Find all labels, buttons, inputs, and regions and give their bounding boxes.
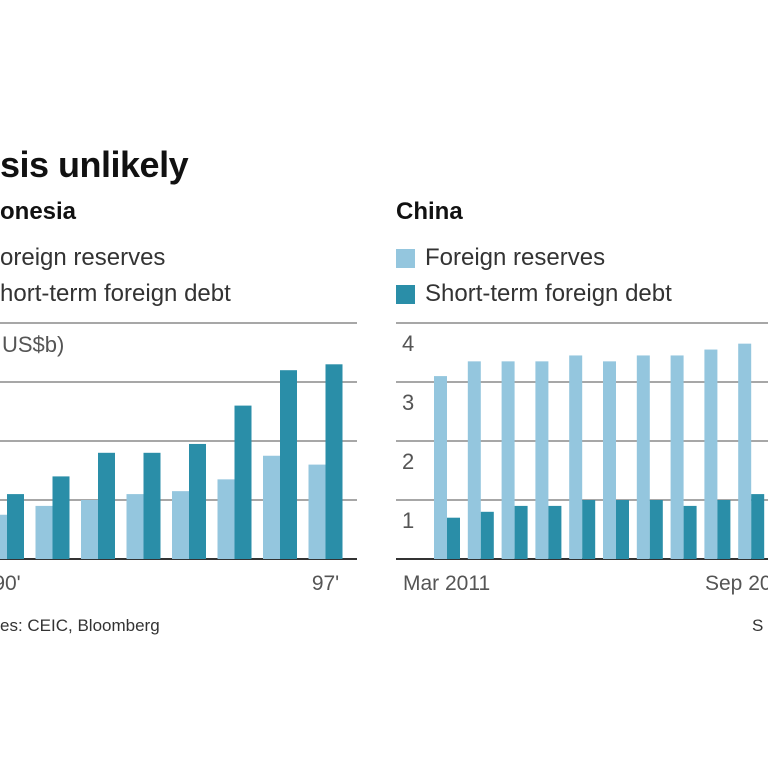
china-x-tick-label: Mar 2011 bbox=[403, 572, 490, 595]
indonesia-bar-debt bbox=[280, 370, 297, 559]
china-legend-debt-swatch bbox=[396, 284, 415, 304]
indonesia-bar-reserves bbox=[35, 505, 53, 559]
china-bar-reserves bbox=[535, 361, 549, 559]
indonesia-bar-debt bbox=[98, 452, 115, 559]
china-bar-debt bbox=[548, 505, 562, 559]
china-bar-reserves bbox=[434, 376, 447, 559]
china-bar-reserves bbox=[603, 361, 616, 559]
china-bar-debt bbox=[582, 500, 596, 559]
china-bar-reserves bbox=[738, 343, 752, 559]
china-bar-debt bbox=[717, 500, 731, 559]
indonesia-legend-reserves-label: oreign reserves bbox=[0, 244, 166, 271]
china-x-tick-label: Sep 20 bbox=[705, 572, 768, 595]
china-bar-debt bbox=[751, 494, 765, 559]
china-bar-debt bbox=[683, 505, 697, 559]
indonesia-bar-debt bbox=[189, 443, 206, 559]
china-bar-debt bbox=[514, 505, 528, 559]
china-bar-reserves bbox=[670, 355, 684, 559]
china-legend-reserves-swatch bbox=[396, 248, 415, 268]
china-bar-debt bbox=[649, 500, 663, 559]
source-note-right: S bbox=[752, 616, 764, 635]
indonesia-x-tick-label: 90' bbox=[0, 572, 21, 595]
indonesia-bar-reserves bbox=[0, 514, 7, 559]
indonesia-bar-reserves bbox=[126, 494, 144, 559]
china-panel-title: China bbox=[396, 198, 463, 225]
china-bar-reserves bbox=[501, 361, 515, 559]
china-bar-debt bbox=[616, 500, 629, 559]
indonesia-bar-reserves bbox=[81, 500, 98, 559]
china-legend-reserves: Foreign reserves bbox=[396, 244, 605, 272]
china-bar-reserves bbox=[569, 355, 583, 559]
source-note-left: es: CEIC, Bloomberg bbox=[0, 616, 160, 635]
china-bar-reserves bbox=[704, 349, 718, 559]
indonesia-bar-reserves bbox=[217, 479, 235, 559]
china-legend-reserves-label: Foreign reserves bbox=[425, 244, 606, 271]
china-bar-debt bbox=[447, 517, 460, 559]
indonesia-legend-debt-label: hort-term foreign debt bbox=[0, 280, 231, 307]
indonesia-bar-reserves bbox=[308, 464, 326, 559]
china-y-tick-label: 3 bbox=[402, 390, 414, 415]
indonesia-bar-debt bbox=[52, 476, 70, 559]
china-bar-debt bbox=[480, 511, 494, 559]
china-y-tick-label: 2 bbox=[402, 449, 414, 474]
china-y-tick-label: 1 bbox=[402, 508, 414, 533]
indonesia-bar-reserves bbox=[172, 491, 189, 559]
indonesia-bar-reserves bbox=[263, 455, 280, 559]
china-legend-debt-label: Short-term foreign debt bbox=[425, 280, 672, 307]
indonesia-bar-debt bbox=[143, 452, 161, 559]
indonesia-panel-title: onesia bbox=[0, 198, 77, 225]
china-legend-debt: Short-term foreign debt bbox=[396, 280, 672, 308]
china-y-tick-label: 4 bbox=[402, 331, 414, 356]
headline: sis unlikely bbox=[0, 144, 189, 185]
china-bar-reserves bbox=[467, 361, 481, 559]
indonesia-legend-reserves: oreign reserves bbox=[0, 244, 165, 272]
indonesia-x-tick-label: 97' bbox=[312, 572, 339, 595]
indonesia-bar-debt bbox=[7, 494, 24, 559]
indonesia-unit-label: US$b) bbox=[2, 332, 64, 357]
indonesia-bar-debt bbox=[234, 405, 252, 559]
indonesia-bar-debt bbox=[325, 364, 343, 559]
china-bar-reserves bbox=[636, 355, 650, 559]
indonesia-legend-debt: hort-term foreign debt bbox=[0, 280, 231, 308]
